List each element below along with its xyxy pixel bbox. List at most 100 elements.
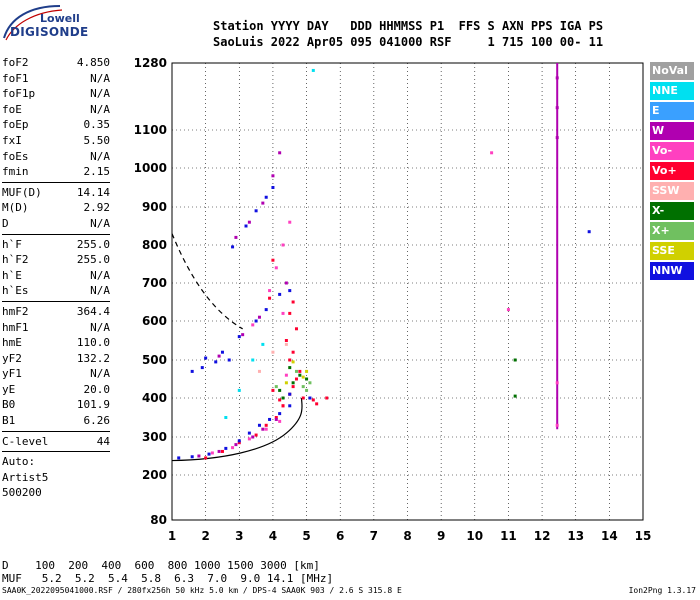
param-value: N/A [90,102,110,116]
param-value: 2.92 [83,201,111,215]
param-name: fmin [2,165,29,179]
y-tick-label: 80 [150,513,167,527]
param-value: N/A [90,71,110,85]
echo-point [291,385,295,389]
param-row: B1 6.26 [2,413,110,429]
param-row: h`Es N/A [2,283,110,299]
param-row: D N/A [2,216,110,232]
echo-point [237,441,241,445]
echo-point [274,416,278,419]
echo-point [210,451,214,455]
y-tick-label: 600 [142,314,167,328]
echo-point [490,151,494,155]
echo-point [288,366,292,370]
y-tick-label: 1280 [134,56,167,70]
param-value: 132.2 [76,351,110,365]
parameter-panel: foF2 4.850 foF1 N/A foF1p N/A foE N/A foEp 0.35 fx… [2,55,110,501]
echo-point [291,381,295,385]
param-row: h`F2 255.0 [2,252,110,268]
auto-scaling-line: Artist5 [2,470,49,484]
echo-point [217,449,221,453]
echo-point [294,369,298,373]
param-name: fxI [2,133,22,147]
logo-product-text: DIGISONDE [10,25,89,39]
echo-point [251,323,255,327]
param-row: foF1 N/A [2,71,110,87]
header-block: Station YYYY DAY DDD HHMMSS P1 FFS S AXN… [213,18,603,50]
param-row: h`F 255.0 [2,237,110,253]
echo-point [268,417,272,421]
x-tick-label: 14 [601,529,618,543]
x-tick-label: 10 [466,529,483,543]
echo-point [555,106,559,110]
echo-point [217,354,221,358]
echo-point [261,201,265,205]
echo-point [288,220,292,224]
echo-point [325,396,329,400]
param-name: C-level [2,434,49,448]
echo-point [271,258,275,262]
echo-point [513,358,517,362]
param-row: C-level 44 [2,434,110,450]
x-tick-label: 9 [437,529,445,543]
param-value: N/A [90,367,110,381]
y-tick-label: 1000 [134,161,167,175]
param-row: fmin 2.15 [2,164,110,180]
param-row: yF1 N/A [2,366,110,382]
echo-point [214,360,218,364]
y-tick-label: 300 [142,430,167,444]
param-name: hmF2 [2,304,29,318]
echo-point [298,373,302,377]
echo-point [204,356,208,360]
param-separator [2,181,110,183]
echo-point [251,358,255,362]
param-name: yF2 [2,351,22,365]
echo-point [506,308,510,312]
echo-point [555,381,559,385]
header-line-1: Station YYYY DAY DDD HHMMSS P1 FFS S AXN… [213,19,604,33]
param-row: foF2 4.850 [2,55,110,71]
echo-point [264,195,268,199]
logo-swoosh-icon [3,5,63,41]
echo-point [513,394,517,398]
param-name: yE [2,382,16,396]
x-tick-label: 2 [201,529,209,543]
echo-point [291,300,295,304]
echo-point [288,311,292,315]
param-row: B0 101.9 [2,397,110,413]
param-name: foF2 [2,56,29,69]
echo-point [247,431,251,435]
x-tick-label: 8 [403,529,411,543]
x-tick-label: 7 [370,529,378,543]
legend-item-e: E [650,102,694,120]
polarization-legend: NoVal NNE E W Vo- Vo+ SSW X- X+ SSE NNW [650,62,694,282]
echo-point [315,402,319,406]
echo-point [237,388,241,392]
echo-point [555,76,559,80]
echo-point [251,435,255,439]
echo-point [264,427,268,431]
echo-point [264,308,268,312]
solid-profile-curve [171,397,303,462]
echo-point [190,369,194,373]
param-value: N/A [90,87,110,101]
param-name: foF1 [2,71,29,85]
param-name: foEp [2,118,29,132]
param-value: 2.15 [83,165,111,179]
echo-point [231,446,235,450]
echo-point [587,230,591,234]
echo-point [278,151,282,155]
echo-point [281,404,285,408]
echo-point [264,423,268,427]
echo-point [281,396,285,400]
legend-item-nne: NNE [650,82,694,100]
echo-point [301,375,305,379]
echo-point [247,437,251,441]
legend-item-x: X+ [650,222,694,240]
param-row: h`E N/A [2,268,110,284]
echo-point [298,369,302,373]
param-row: MUF(D) 14.14 [2,185,110,201]
param-name: hmE [2,336,22,350]
param-row: yE 20.0 [2,382,110,398]
